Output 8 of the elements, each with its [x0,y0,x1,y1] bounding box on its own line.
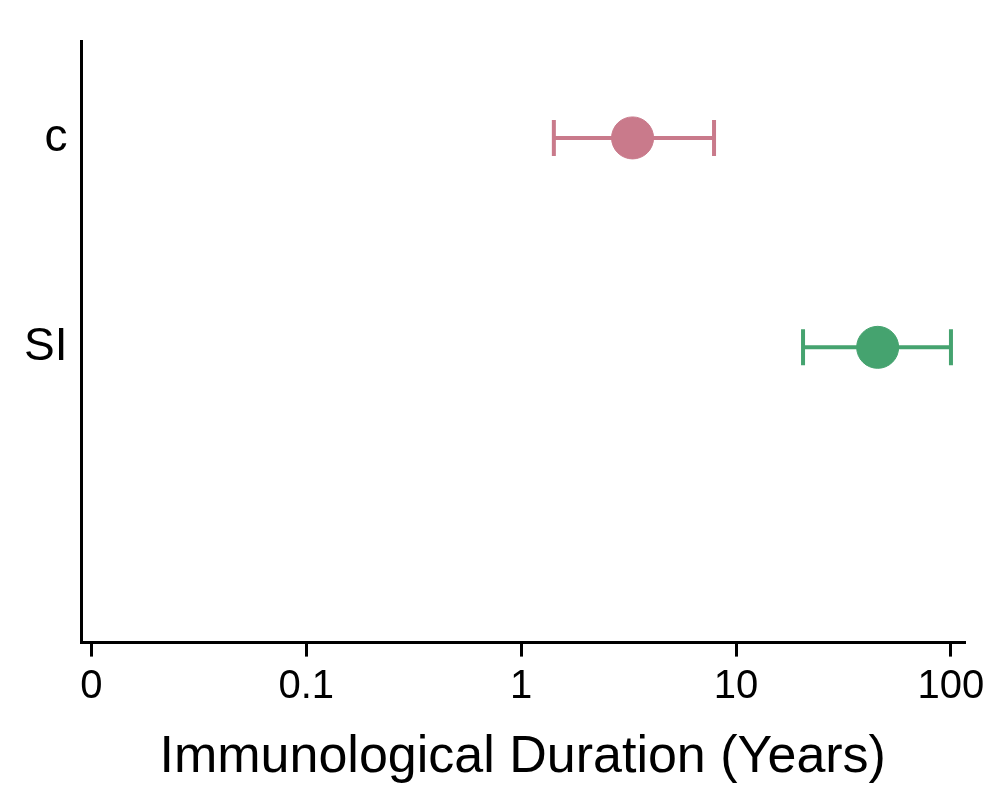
x-tick-label: 0.1 [278,661,335,706]
x-tick-label: 1 [510,661,533,706]
x-axis-title: Immunological Duration (Years) [159,725,886,784]
x-tick-label: 100 [917,661,985,706]
x-tick-label: 10 [713,661,759,706]
y-tick-label: c [44,108,68,161]
x-tick-label: 0 [80,661,103,706]
y-tick-label: SI [23,318,68,371]
